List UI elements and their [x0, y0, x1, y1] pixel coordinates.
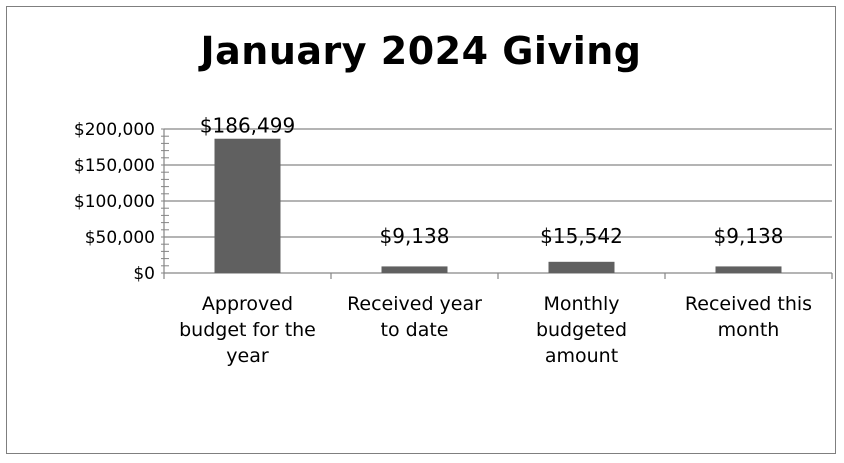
category-label: Received this	[685, 293, 812, 315]
y-tick-label: $150,000	[74, 156, 155, 176]
category-label: month	[718, 319, 780, 341]
bar	[715, 266, 782, 273]
category-label: to date	[381, 319, 449, 341]
data-label: $15,542	[540, 224, 623, 248]
y-tick-label: $0	[133, 264, 155, 284]
chart-title: January 2024 Giving	[200, 29, 642, 73]
chart-frame: January 2024 Giving $0 $50,000 $100,000 $15…	[6, 6, 836, 454]
category-label: year	[226, 345, 269, 367]
category-label: Monthly	[543, 293, 619, 315]
bar	[548, 261, 615, 273]
bar-chart: $0 $50,000 $100,000 $150,000 $200,000 $186,49…	[74, 114, 833, 367]
y-tick-label: $100,000	[74, 192, 155, 212]
y-tick-label: $200,000	[74, 120, 155, 140]
data-label: $9,138	[380, 224, 450, 248]
bar	[381, 266, 448, 273]
y-tick-label: $50,000	[85, 228, 155, 248]
bar	[214, 138, 281, 273]
data-label: $9,138	[714, 224, 784, 248]
category-label: Approved	[202, 293, 293, 315]
category-label: budget for the	[179, 319, 316, 341]
category-label: amount	[545, 345, 618, 367]
category-label: Received year	[347, 293, 482, 315]
category-label: budgeted	[536, 319, 627, 341]
data-label: $186,499	[200, 114, 295, 138]
